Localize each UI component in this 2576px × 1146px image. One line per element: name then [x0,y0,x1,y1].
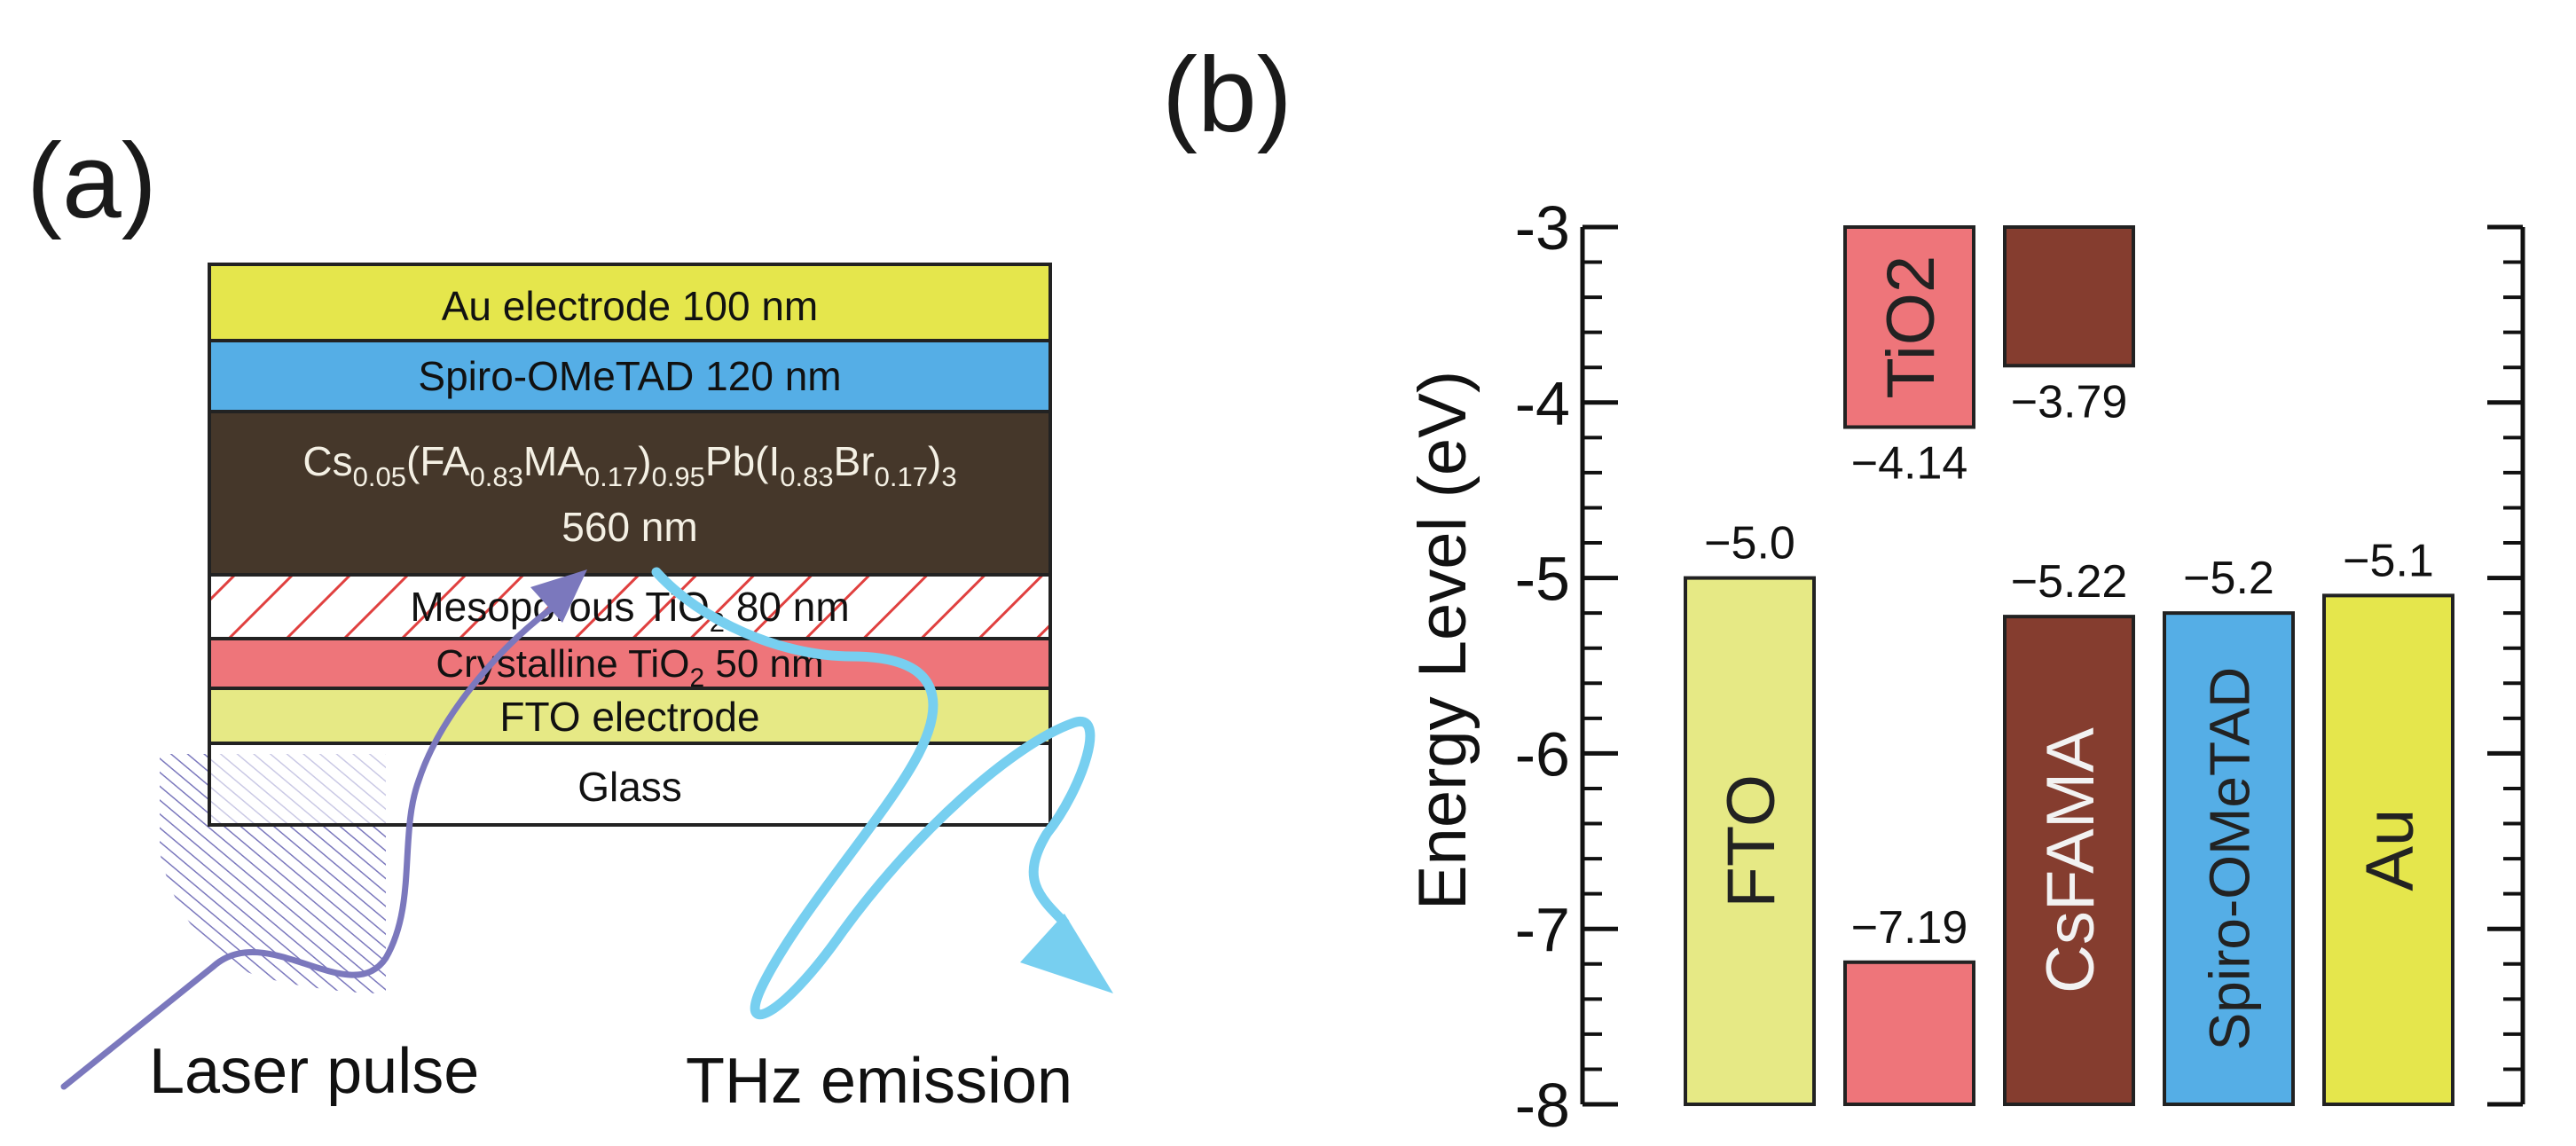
layer-perovskite [208,410,1052,577]
value-label-tio2-vb: −7.19 [1851,902,1968,954]
bar-tio2-vb [1843,960,1975,1106]
laser-pulse-label: Laser pulse [149,1036,479,1107]
y-tick-label: -4 [1515,369,1570,438]
value-label-au: −5.1 [2343,535,2434,586]
bar-spiro-ometad [2163,611,2295,1106]
y-tick-label: -3 [1515,193,1570,263]
layer-au-electrode [208,263,1052,342]
laser-arrowhead [530,569,587,623]
bar-name-spiro-ometad: Spiro-OMeTAD [2198,667,2262,1051]
y-tick-label: -5 [1515,545,1570,614]
y-tick-label: -8 [1515,1071,1570,1140]
layer-au-label: Au electrode 100 nm [442,283,819,329]
perovskite-formula: Cs0.05(FA0.83MA0.17)0.95Pb(I0.83Br0.17)3 [302,438,956,492]
y-tick-label: -7 [1515,895,1570,964]
bar-tio2 [1843,225,1975,429]
layer-stack: Au electrode 100 nm Spiro-OMeTAD 120 nm … [208,263,1052,827]
bar-csfama [2003,615,2135,1106]
thz-arrowhead [1020,914,1113,993]
bar-csfama-cb [2003,225,2135,368]
glass-label: Glass [577,764,682,810]
bar-au [2322,593,2454,1106]
panel-b: (b) Energy Level (eV) -3 -4 -5 -6 -7 -8 FTO −5.… [1162,35,2525,1140]
value-label-csfama-cb: −3.79 [2011,376,2128,428]
value-label-fto: −5.0 [1704,518,1795,569]
thz-emission-label: THz emission [686,1046,1072,1117]
layer-glass [208,742,1052,827]
bar-name-csfama: CsFAMA [2033,727,2109,993]
value-label-spiro-ometad: −5.2 [2183,553,2274,604]
y-tick-label: -6 [1515,719,1570,789]
layer-mesoporous-tio2 [208,573,1052,640]
mesoporous-label: Mesoporous TiO2 80 nm [410,584,849,638]
panel-a: (a) Au electrode 100 nm Spiro-OMeTAD 120… [27,122,1113,1117]
layer-spiro-label: Spiro-OMeTAD 120 nm [418,353,841,399]
energy-level-chart: -3 -4 -5 -6 -7 -8 FTO −5.0 TiO2 −4.14 −7.19 −3.79 Cs… [1515,193,2525,1140]
value-label-csfama: −5.22 [2011,556,2128,608]
fto-electrode-label: FTO electrode [499,694,759,740]
perovskite-thickness: 560 nm [562,504,697,550]
bar-name-au: Au [2352,809,2428,891]
bar-fto [1684,576,1816,1106]
thz-emission-wave [651,567,1113,1020]
layer-fto-electrode [208,687,1052,745]
laser-pulse-beam [60,569,587,1090]
bar-name-tio2: TiO2 [1873,255,1949,399]
y-axis-label: Energy Level (eV) [1405,371,1480,910]
value-label-tio2: −4.14 [1851,437,1968,489]
crystalline-label: Crystalline TiO2 50 nm [436,642,823,693]
panel-a-label: (a) [27,122,157,240]
bar-name-fto: FTO [1714,774,1789,908]
layer-spiro-ometad [208,339,1052,413]
panel-b-label: (b) [1162,35,1292,154]
